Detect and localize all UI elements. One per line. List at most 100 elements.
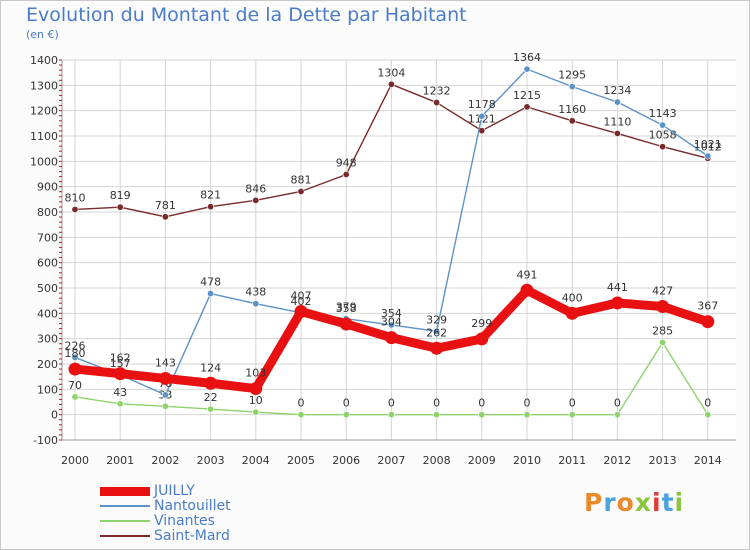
- data-label: 70: [68, 379, 82, 392]
- data-label: 438: [245, 286, 266, 299]
- x-tick-label: 2005: [287, 454, 315, 467]
- data-label: 1304: [377, 66, 405, 79]
- data-point: [297, 411, 305, 419]
- data-label: 400: [562, 291, 583, 304]
- data-point: [249, 382, 263, 396]
- x-tick-label: 2007: [377, 454, 405, 467]
- data-point: [523, 65, 531, 73]
- data-label: 0: [343, 397, 350, 410]
- data-label: 124: [200, 361, 221, 374]
- x-tick-label: 2010: [513, 454, 541, 467]
- data-label: 180: [65, 347, 86, 360]
- data-point: [252, 196, 260, 204]
- chart-subtitle: (en €): [26, 28, 59, 41]
- data-point: [610, 296, 624, 310]
- data-label: 1058: [649, 129, 677, 142]
- data-point: [659, 143, 667, 151]
- data-point: [387, 321, 395, 329]
- data-label: 304: [381, 316, 402, 329]
- data-point: [71, 393, 79, 401]
- data-label: 810: [65, 191, 86, 204]
- data-point: [384, 331, 398, 345]
- data-label: 1364: [513, 51, 541, 64]
- data-label: 0: [388, 397, 395, 410]
- legend-swatch: [100, 487, 150, 496]
- data-point: [701, 315, 715, 329]
- data-label: 0: [569, 397, 576, 410]
- data-point: [161, 213, 169, 221]
- data-point: [568, 83, 576, 91]
- data-point: [659, 338, 667, 346]
- data-point: [475, 332, 489, 346]
- data-label: 881: [291, 173, 312, 186]
- legend-label: Vinantes: [154, 513, 215, 529]
- y-tick-label: 0: [51, 409, 58, 422]
- data-label: 1021: [694, 138, 722, 151]
- y-tick-label: 500: [37, 282, 58, 295]
- data-label: 0: [614, 397, 621, 410]
- data-point: [520, 283, 534, 297]
- logo-letter: r: [603, 488, 617, 517]
- data-point: [161, 402, 169, 410]
- data-point: [433, 99, 441, 107]
- data-point: [158, 371, 172, 385]
- data-label: 226: [65, 339, 86, 352]
- x-tick-label: 2013: [649, 454, 677, 467]
- y-tick-label: 400: [37, 307, 58, 320]
- x-tick-label: 2009: [468, 454, 496, 467]
- data-point: [523, 411, 531, 419]
- data-label: 354: [381, 307, 402, 320]
- data-point: [71, 205, 79, 213]
- x-tick-label: 2002: [151, 454, 179, 467]
- logo-letter: t: [661, 488, 675, 517]
- data-label: 1234: [603, 84, 631, 97]
- x-tick-label: 2012: [603, 454, 631, 467]
- legend-label: Nantouillet: [154, 498, 231, 514]
- logo-letter: i: [652, 488, 662, 517]
- logo-letter: P: [584, 488, 604, 517]
- data-point: [704, 152, 712, 160]
- data-point: [161, 391, 169, 399]
- data-label: 821: [200, 189, 221, 202]
- data-point: [568, 117, 576, 125]
- x-tick-label: 2008: [423, 454, 451, 467]
- data-label: 162: [110, 352, 131, 365]
- data-point: [116, 203, 124, 211]
- logo-letter: x: [634, 488, 652, 517]
- data-label: 143: [155, 356, 176, 369]
- data-label: 1178: [468, 98, 496, 111]
- data-point: [387, 411, 395, 419]
- data-point: [565, 306, 579, 320]
- data-label: 0: [524, 397, 531, 410]
- x-tick-label: 2006: [332, 454, 360, 467]
- y-tick-label: -100: [33, 434, 58, 447]
- legend-label: JUILLY: [154, 483, 195, 499]
- data-point: [613, 98, 621, 106]
- data-point: [430, 341, 444, 355]
- data-label: 0: [704, 397, 711, 410]
- data-point: [433, 411, 441, 419]
- data-label: 379: [336, 301, 357, 314]
- x-tick-label: 2000: [61, 454, 89, 467]
- data-point: [207, 203, 215, 211]
- data-label: 407: [291, 290, 312, 303]
- data-label: 1215: [513, 89, 541, 102]
- x-tick-label: 2011: [558, 454, 586, 467]
- data-label: 262: [426, 326, 447, 339]
- y-tick-label: 900: [37, 181, 58, 194]
- data-point: [113, 367, 127, 381]
- data-label: 846: [245, 182, 266, 195]
- data-label: 285: [652, 324, 673, 337]
- y-tick-label: 300: [37, 333, 58, 346]
- data-label: 103: [245, 367, 266, 380]
- data-label: 1143: [649, 107, 677, 120]
- data-point: [342, 411, 350, 419]
- data-point: [523, 103, 531, 111]
- data-point: [613, 411, 621, 419]
- data-point: [704, 411, 712, 419]
- x-tick-label: 2003: [197, 454, 225, 467]
- data-label: 1160: [558, 103, 586, 116]
- data-label: 367: [697, 300, 718, 313]
- y-tick-label: 100: [37, 383, 58, 396]
- data-point: [387, 80, 395, 88]
